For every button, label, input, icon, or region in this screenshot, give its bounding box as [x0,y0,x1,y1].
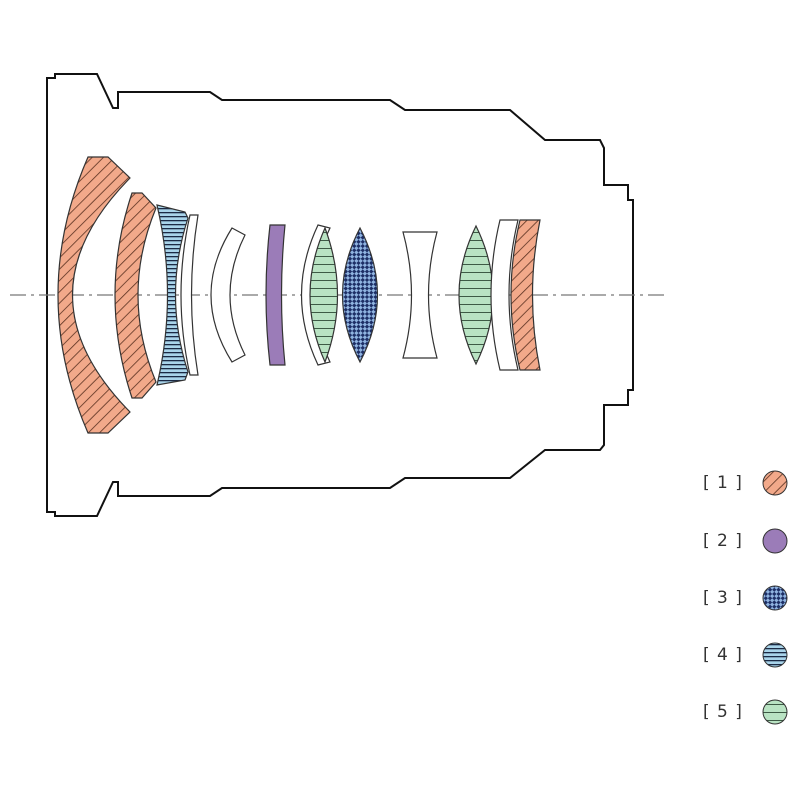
legend-swatch [762,642,788,668]
legend: [ 1 ] [ 2 ] [ 3 ] [ 4 ] [ 5 ] [703,470,788,725]
legend-swatch [762,699,788,725]
lens-element [402,231,438,359]
lens-element [57,156,131,434]
lens-barrel [46,73,634,517]
lens-element [309,226,339,364]
legend-swatch [762,585,788,611]
legend-swatch [762,528,788,554]
lens-element [458,224,494,366]
lens-element [180,214,199,376]
lens-element [490,219,519,371]
lens-element [156,204,189,386]
lens-element [210,227,246,363]
lens-element [265,224,286,366]
legend-swatch [762,470,788,496]
lens-element [114,192,157,399]
legend-label: [ 3 ] [703,588,743,608]
legend-label: [ 2 ] [703,531,743,551]
lens-element [510,219,541,371]
legend-label: [ 1 ] [703,473,743,493]
legend-label: [ 4 ] [703,645,743,665]
legend-label: [ 5 ] [703,702,743,722]
lens-element [342,226,378,364]
